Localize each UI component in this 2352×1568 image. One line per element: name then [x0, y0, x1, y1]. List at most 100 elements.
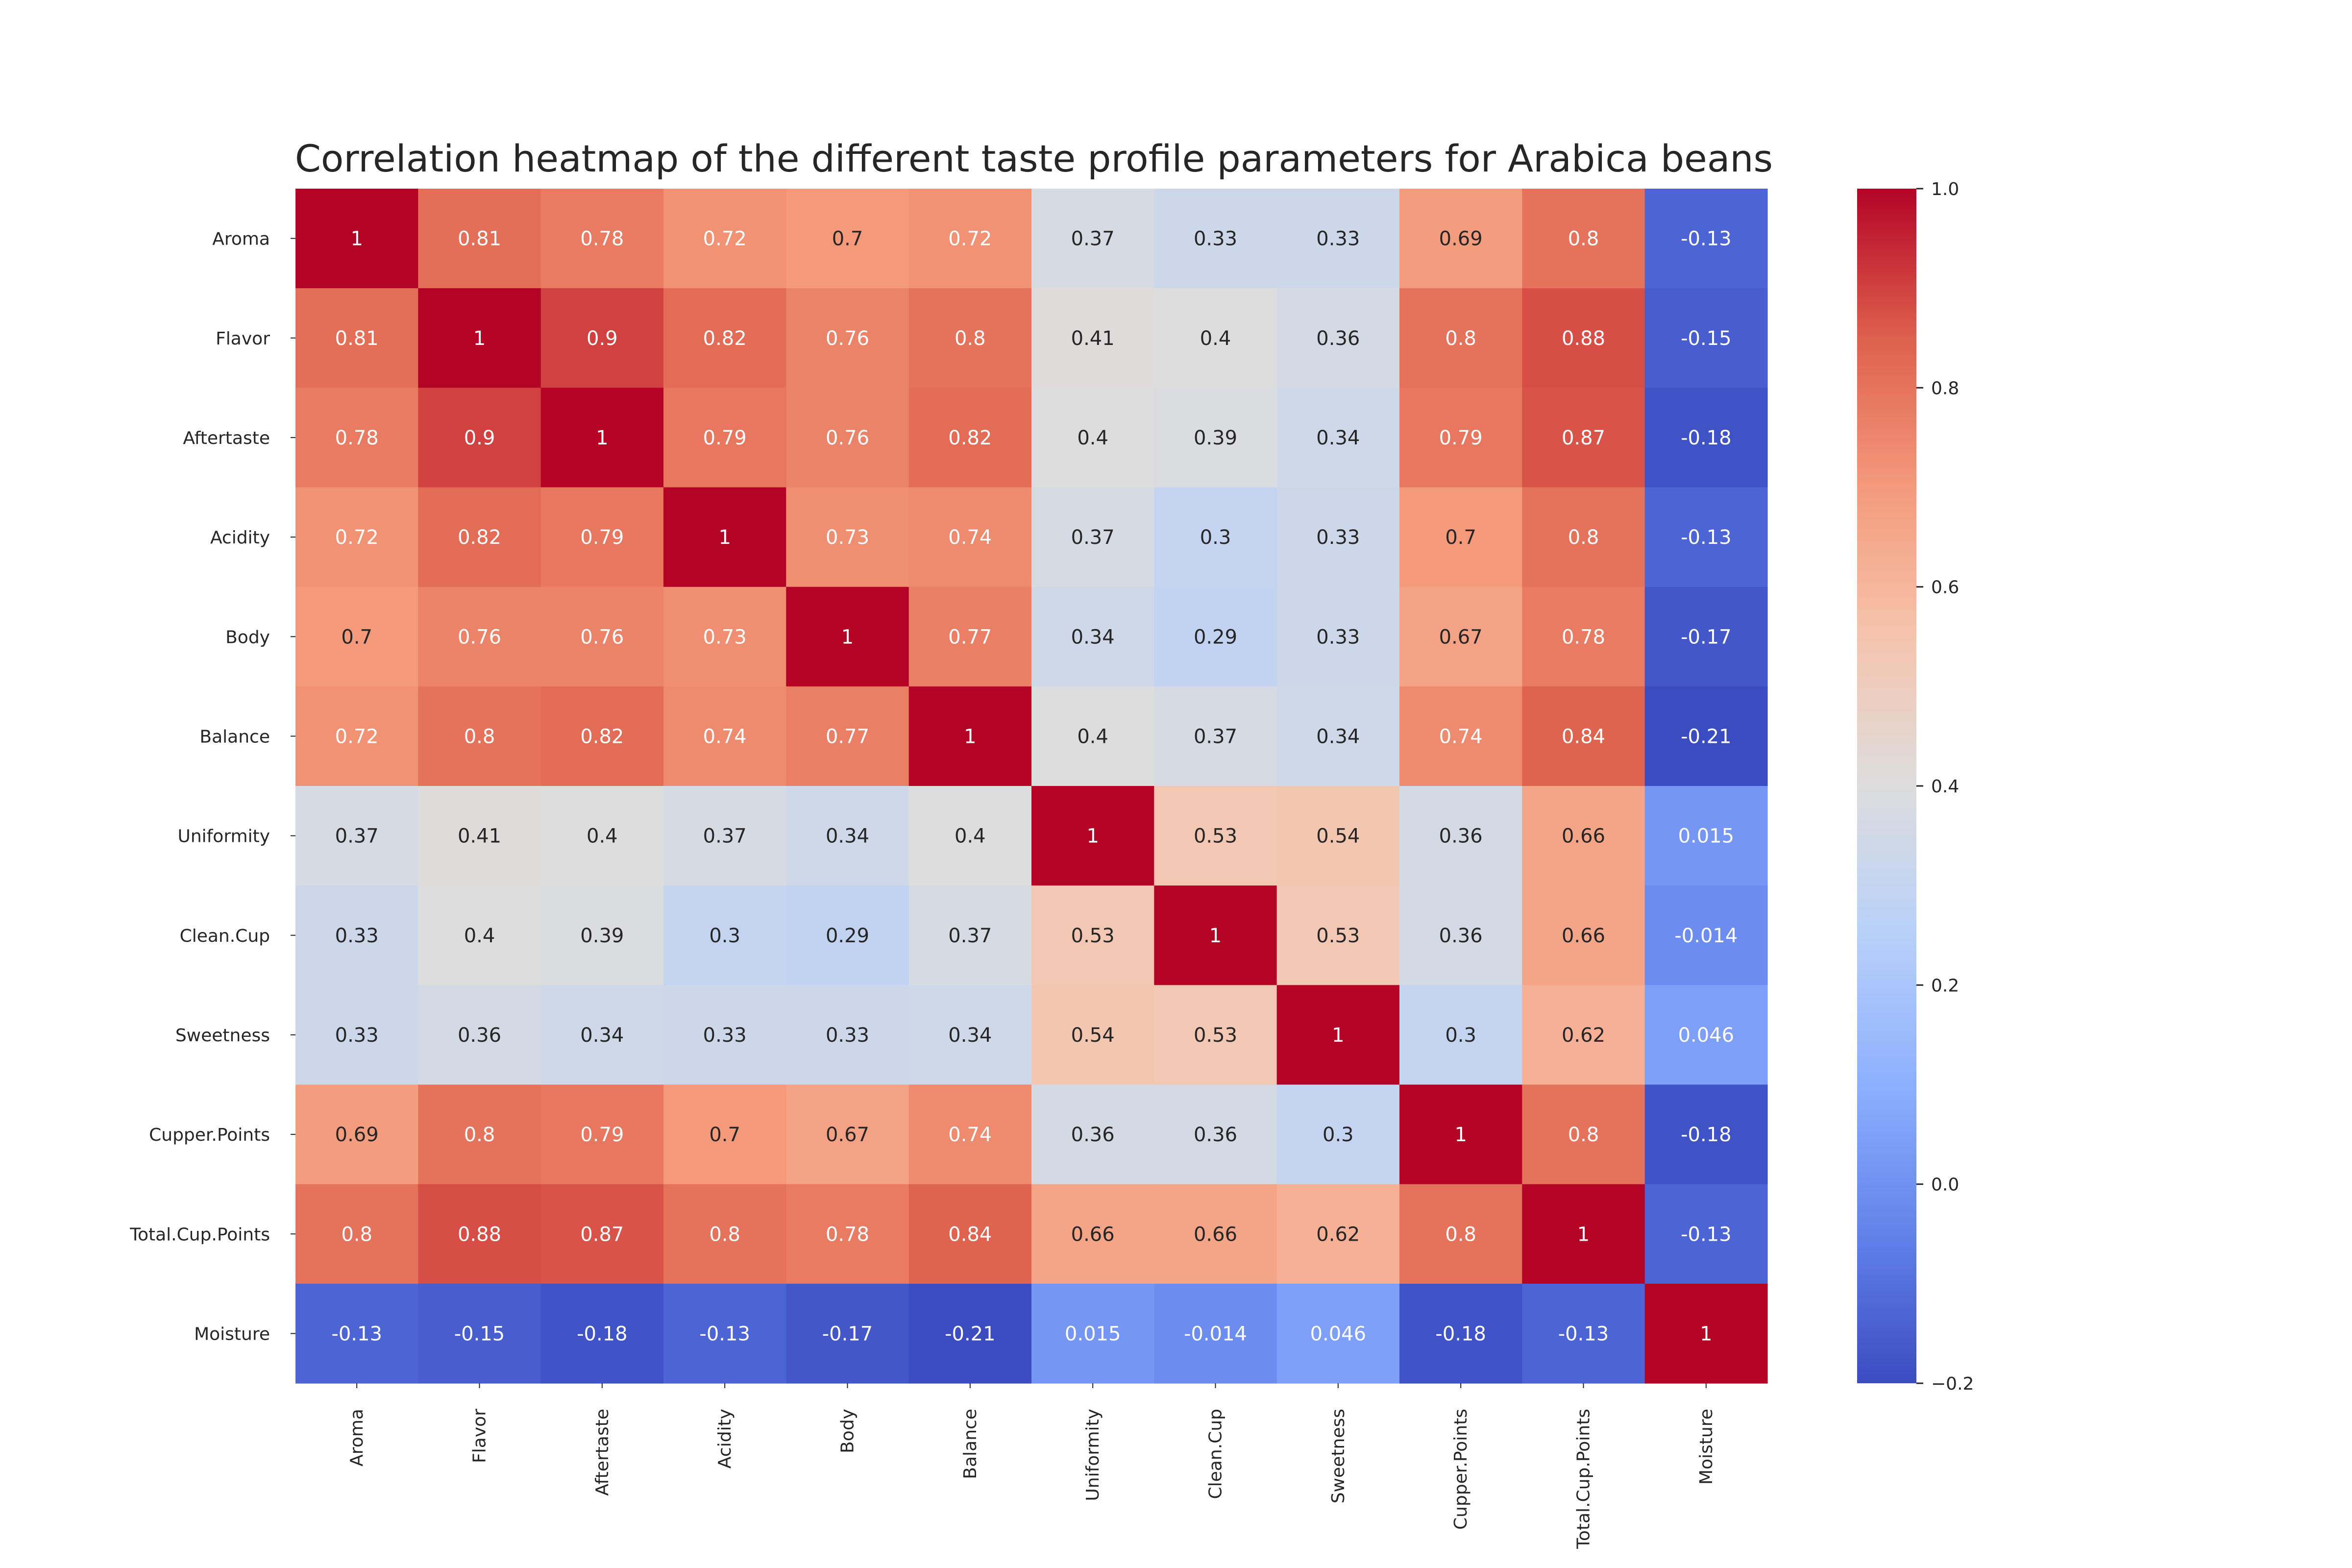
- cell-value-label: 0.36: [458, 1024, 501, 1047]
- x-tick-label: Aroma: [347, 1409, 367, 1467]
- heatmap-cell: [1522, 885, 1645, 985]
- cell-value-label: 0.81: [335, 327, 379, 350]
- heatmap-cell: [786, 786, 909, 886]
- heatmap-cell: [786, 985, 909, 1085]
- heatmap-cell: [1522, 686, 1645, 786]
- cell-value-label: 0.33: [1194, 228, 1237, 250]
- heatmap-cell: [1522, 1084, 1645, 1185]
- colorbar-tick-label: 0.0: [1931, 1175, 1959, 1195]
- y-tick-label: Sweetness: [175, 1026, 270, 1046]
- heatmap-cell: [1031, 1084, 1154, 1185]
- y-tick-label: Uniformity: [177, 827, 270, 847]
- heatmap-cell: [908, 786, 1032, 886]
- cell-value-label: 0.88: [458, 1223, 501, 1246]
- x-tick-label: Uniformity: [1083, 1409, 1103, 1501]
- cell-value-label: 0.4: [1077, 427, 1108, 449]
- heatmap-cell: [1399, 686, 1522, 786]
- heatmap-cell: [1276, 686, 1400, 786]
- x-tick-label: Flavor: [470, 1409, 490, 1463]
- x-tick-label: Total.Cup.Points: [1574, 1409, 1594, 1549]
- heatmap-cell: [1154, 1283, 1277, 1384]
- cell-value-label: -0.15: [454, 1323, 505, 1345]
- heatmap-cell: [1522, 1283, 1645, 1384]
- cell-value-label: 0.54: [1316, 825, 1360, 848]
- cell-value-label: 0.77: [826, 725, 869, 748]
- heatmap-cell: [1031, 1184, 1154, 1284]
- cell-value-label: 0.76: [826, 427, 869, 449]
- heatmap-cell: [1031, 985, 1154, 1085]
- cell-value-label: -0.13: [331, 1323, 382, 1345]
- cell-value-label: 0.67: [1439, 626, 1483, 648]
- cell-value-label: 0.33: [703, 1024, 747, 1047]
- heatmap-cell: [1399, 189, 1522, 289]
- heatmap-cell: [418, 686, 541, 786]
- heatmap-cell: [1154, 1084, 1277, 1185]
- cell-value-label: 0.34: [580, 1024, 624, 1047]
- heatmap-cell: [1276, 985, 1400, 1085]
- cell-value-label: 0.33: [826, 1024, 869, 1047]
- heatmap-cell: [1276, 587, 1400, 687]
- cell-value-label: 1: [596, 427, 608, 449]
- heatmap-cell: [786, 388, 909, 488]
- heatmap-cell: [1644, 1184, 1768, 1284]
- cell-value-label: 0.87: [580, 1223, 624, 1246]
- cell-value-label: -0.17: [822, 1323, 873, 1345]
- heatmap-cell: [540, 1084, 664, 1185]
- heatmap-cell: [1154, 985, 1277, 1085]
- cell-value-label: 0.29: [826, 925, 869, 947]
- heatmap-cell: [295, 885, 418, 985]
- cell-value-label: 0.33: [335, 925, 379, 947]
- x-tick-label: Acidity: [715, 1409, 735, 1469]
- heatmap-cell: [418, 786, 541, 886]
- cell-value-label: -0.13: [699, 1323, 750, 1345]
- cell-value-label: 1: [964, 725, 976, 748]
- cell-value-label: 0.39: [1194, 427, 1237, 449]
- cell-value-label: -0.15: [1681, 327, 1732, 350]
- heatmap-cell: [1399, 1184, 1522, 1284]
- heatmap-cell: [908, 189, 1032, 289]
- heatmap-cell: [1276, 1184, 1400, 1284]
- heatmap-cell: [1522, 189, 1645, 289]
- heatmap-cell: [663, 587, 786, 687]
- y-tick-label: Clean.Cup: [180, 926, 270, 946]
- y-tick-label: Aroma: [212, 229, 270, 249]
- cell-value-label: 0.36: [1316, 327, 1360, 350]
- cell-value-label: 0.8: [1445, 327, 1476, 350]
- heatmap-cell: [786, 487, 909, 588]
- cell-value-label: 0.84: [948, 1223, 992, 1246]
- cell-value-label: 0.8: [464, 725, 495, 748]
- heatmap-cell: [908, 985, 1032, 1085]
- cell-value-label: 0.41: [1071, 327, 1115, 350]
- heatmap-cell: [1276, 1084, 1400, 1185]
- cell-value-label: 0.046: [1310, 1323, 1367, 1345]
- heatmap-cell: [786, 189, 909, 289]
- heatmap-cell: [1522, 487, 1645, 588]
- cell-value-label: 0.34: [1316, 427, 1360, 449]
- cell-value-label: 0.7: [1445, 526, 1476, 549]
- colorbar-gradient: [1857, 189, 1916, 1383]
- heatmap-cell: [540, 1283, 664, 1384]
- heatmap-cell: [1031, 686, 1154, 786]
- cell-value-label: 0.37: [335, 825, 379, 848]
- cell-value-label: 0.54: [1071, 1024, 1115, 1047]
- cell-value-label: 0.73: [703, 626, 747, 648]
- cell-value-label: 0.015: [1065, 1323, 1121, 1345]
- x-tick-label: Sweetness: [1328, 1409, 1348, 1503]
- cell-value-label: 0.76: [826, 327, 869, 350]
- cell-value-label: 0.84: [1562, 725, 1605, 748]
- heatmap-cell: [418, 288, 541, 388]
- cell-value-label: 0.76: [458, 626, 501, 648]
- colorbar-tick-label: 0.2: [1931, 976, 1959, 996]
- heatmap-cell: [663, 288, 786, 388]
- heatmap-cell: [1644, 1084, 1768, 1185]
- heatmap-cell: [908, 686, 1032, 786]
- heatmap-cell: [540, 1184, 664, 1284]
- heatmap-cell: [908, 1283, 1032, 1384]
- heatmap-cell: [786, 288, 909, 388]
- heatmap-cell: [663, 189, 786, 289]
- heatmap-cell: [908, 587, 1032, 687]
- chart-title: Correlation heatmap of the different tas…: [295, 137, 1773, 180]
- heatmap-cell: [786, 1084, 909, 1185]
- cell-value-label: 0.79: [703, 427, 747, 449]
- cell-value-label: 0.34: [1071, 626, 1115, 648]
